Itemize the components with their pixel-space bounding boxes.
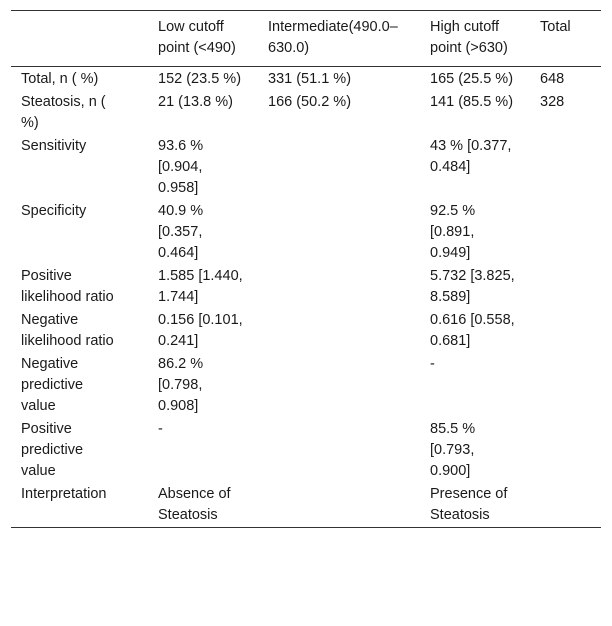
low-cutoff-value: 40.9 % [0.357, 0.464] [158,200,268,265]
row-label: Sensitivity [11,135,158,200]
row-label: Steatosis, n ( %) [11,91,158,135]
high-cutoff-value-text: 5.732 [3.825, 8.589] [430,268,515,305]
row-label: Positive likelihood ratio [11,265,158,309]
high-cutoff-value-text: - [430,356,435,372]
high-cutoff-value: Presence of Steatosis [430,483,540,528]
table-row: Steatosis, n ( %) 21 (13.8 %) 166 (50.2 %)… [11,91,601,135]
low-cutoff-value: 93.6 % [0.904, 0.958] [158,135,268,200]
high-cutoff-value-text: 92.5 % [0.891, 0.949] [430,203,476,261]
total-value [540,483,601,528]
intermediate-value-text: 166 (50.2 %) [268,94,352,110]
table-header: Low cutoff point (<490) Intermediate(490… [11,10,601,67]
header-row: Low cutoff point (<490) Intermediate(490… [11,10,601,67]
header-intermediate-text: Intermediate(490.0–630.0) [268,19,398,56]
high-cutoff-value: 43 % [0.377, 0.484] [430,135,540,200]
table-row: Interpretation Absence of Steatosis Presen… [11,483,601,528]
total-value [540,418,601,483]
total-value-text: 648 [540,71,565,87]
table-row: Total, n ( %) 152 (23.5 %) 331 (51.1 %) 165… [11,67,601,92]
high-cutoff-value-text: 141 (85.5 %) [430,94,514,110]
header-low-cutoff: Low cutoff point (<490) [158,11,268,67]
intermediate-value [268,353,430,418]
row-label-text: Negative predictive value [21,356,84,414]
table-row: Sensitivity 93.6 % [0.904, 0.958] 43 % [0.… [11,135,601,200]
row-label: Positive predictive value [11,418,158,483]
low-cutoff-value-text: Absence of Steatosis [158,486,231,523]
low-cutoff-value-text: 40.9 % [0.357, 0.464] [158,203,204,261]
low-cutoff-value-text: 0.156 [0.101, 0.241] [158,312,243,349]
total-value [540,353,601,418]
total-value-text: 328 [540,94,565,110]
intermediate-value [268,418,430,483]
row-label: Negative likelihood ratio [11,309,158,353]
low-cutoff-value: 152 (23.5 %) [158,67,268,92]
intermediate-value: 331 (51.1 %) [268,67,430,92]
row-label: Total, n ( %) [11,67,158,92]
header-high-cutoff-text: High cutoff point (>630) [430,19,508,56]
high-cutoff-value: 0.616 [0.558, 0.681] [430,309,540,353]
row-label-text: Steatosis, n ( %) [21,94,106,131]
header-high-cutoff: High cutoff point (>630) [430,11,540,67]
low-cutoff-value-text: 1.585 [1.440, 1.744] [158,268,243,305]
table-row: Specificity 40.9 % [0.357, 0.464] 92.5 % [… [11,200,601,265]
total-value [540,265,601,309]
intermediate-value [268,200,430,265]
total-value [540,135,601,200]
table-row: Positive predictive value - 85.5 % [0.793,… [11,418,601,483]
row-label-text: Specificity [21,203,87,219]
low-cutoff-value-text: - [158,421,163,437]
low-cutoff-value-text: 86.2 % [0.798, 0.908] [158,356,204,414]
high-cutoff-value: 5.732 [3.825, 8.589] [430,265,540,309]
low-cutoff-value: 1.585 [1.440, 1.744] [158,265,268,309]
header-total: Total [540,19,571,35]
high-cutoff-value-text: 43 % [0.377, 0.484] [430,138,512,175]
row-label-text: Positive predictive value [21,421,84,479]
high-cutoff-value: 141 (85.5 %) [430,91,540,135]
low-cutoff-value-text: 21 (13.8 %) [158,94,233,110]
total-value [540,200,601,265]
total-value: 328 [540,91,601,135]
row-label-text: Total, n ( %) [21,71,99,87]
total-value: 648 [540,67,601,92]
high-cutoff-value-text: 85.5 % [0.793, 0.900] [430,421,476,479]
row-label: Negative predictive value [11,353,158,418]
row-label: Specificity [11,200,158,265]
high-cutoff-value: 85.5 % [0.793, 0.900] [430,418,540,483]
intermediate-value [268,265,430,309]
row-label-text: Negative likelihood ratio [21,312,114,349]
header-low-cutoff-text: Low cutoff point (<490) [158,19,236,56]
table-row: Negative likelihood ratio 0.156 [0.101, 0… [11,309,601,353]
intermediate-value [268,483,430,528]
low-cutoff-value: Absence of Steatosis [158,483,268,528]
high-cutoff-value: - [430,353,540,418]
table-body: Total, n ( %) 152 (23.5 %) 331 (51.1 %) 165… [11,67,601,528]
high-cutoff-value-text: Presence of Steatosis [430,486,508,523]
intermediate-value: 166 (50.2 %) [268,91,430,135]
header-empty [11,11,158,67]
low-cutoff-value-text: 152 (23.5 %) [158,71,242,87]
row-label: Interpretation [11,483,158,528]
intermediate-value [268,309,430,353]
total-value [540,309,601,353]
high-cutoff-value-text: 165 (25.5 %) [430,71,514,87]
low-cutoff-value: 21 (13.8 %) [158,91,268,135]
results-table-container: Low cutoff point (<490) Intermediate(490… [11,10,601,528]
low-cutoff-value: 86.2 % [0.798, 0.908] [158,353,268,418]
high-cutoff-value: 165 (25.5 %) [430,67,540,92]
row-label-text: Sensitivity [21,138,87,154]
row-label-text: Positive likelihood ratio [21,268,114,305]
intermediate-value [268,135,430,200]
table-row: Negative predictive value 86.2 % [0.798, … [11,353,601,418]
low-cutoff-value: 0.156 [0.101, 0.241] [158,309,268,353]
row-label-text: Interpretation [21,486,107,502]
intermediate-value-text: 331 (51.1 %) [268,71,352,87]
high-cutoff-value-text: 0.616 [0.558, 0.681] [430,312,515,349]
cutoff-results-table: Low cutoff point (<490) Intermediate(490… [11,10,601,528]
table-row: Positive likelihood ratio 1.585 [1.440, 1… [11,265,601,309]
high-cutoff-value: 92.5 % [0.891, 0.949] [430,200,540,265]
low-cutoff-value: - [158,418,268,483]
header-intermediate: Intermediate(490.0–630.0) [268,11,430,67]
low-cutoff-value-text: 93.6 % [0.904, 0.958] [158,138,204,196]
